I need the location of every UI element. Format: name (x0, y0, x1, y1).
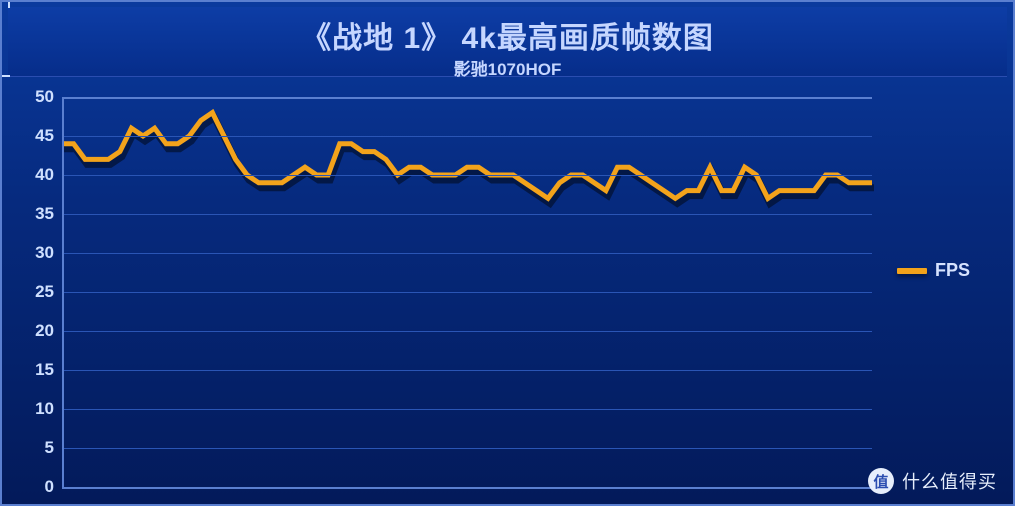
y-axis-label: 50 (35, 87, 54, 107)
plot-area: 05101520253035404550 (62, 97, 872, 487)
y-axis-label: 10 (35, 399, 54, 419)
y-axis-label: 45 (35, 126, 54, 146)
y-axis-label: 0 (45, 477, 54, 497)
gridline (62, 175, 872, 176)
gridline (62, 448, 872, 449)
gridline (62, 97, 872, 99)
frame-tick-top (8, 2, 10, 8)
watermark-badge-icon: 值 (868, 468, 894, 494)
watermark-text: 什么值得买 (902, 468, 997, 494)
gridline (62, 487, 872, 489)
series-shadow (64, 118, 874, 204)
gridline (62, 214, 872, 215)
gridline (62, 292, 872, 293)
chart-root: 《战地 1》 4k最高画质帧数图 影驰1070HOF 0510152025303… (0, 0, 1015, 506)
y-axis-label: 30 (35, 243, 54, 263)
frame-tick-left (2, 75, 10, 77)
gridline (62, 370, 872, 371)
chart-title: 《战地 1》 4k最高画质帧数图 (8, 7, 1007, 57)
y-axis-label: 20 (35, 321, 54, 341)
chart-subtitle: 影驰1070HOF (8, 55, 1007, 80)
title-band: 《战地 1》 4k最高画质帧数图 影驰1070HOF (8, 7, 1007, 77)
legend-swatch (897, 268, 927, 274)
watermark: 值 什么值得买 (868, 468, 997, 494)
gridline (62, 409, 872, 410)
y-axis-label: 35 (35, 204, 54, 224)
y-axis-label: 5 (45, 438, 54, 458)
y-axis-label: 25 (35, 282, 54, 302)
y-axis-label: 40 (35, 165, 54, 185)
legend-label: FPS (935, 260, 970, 281)
y-axis-label: 15 (35, 360, 54, 380)
gridline (62, 253, 872, 254)
gridline (62, 136, 872, 137)
legend: FPS (897, 260, 970, 281)
y-axis-line (62, 97, 64, 487)
series-line (62, 113, 872, 199)
gridline (62, 331, 872, 332)
